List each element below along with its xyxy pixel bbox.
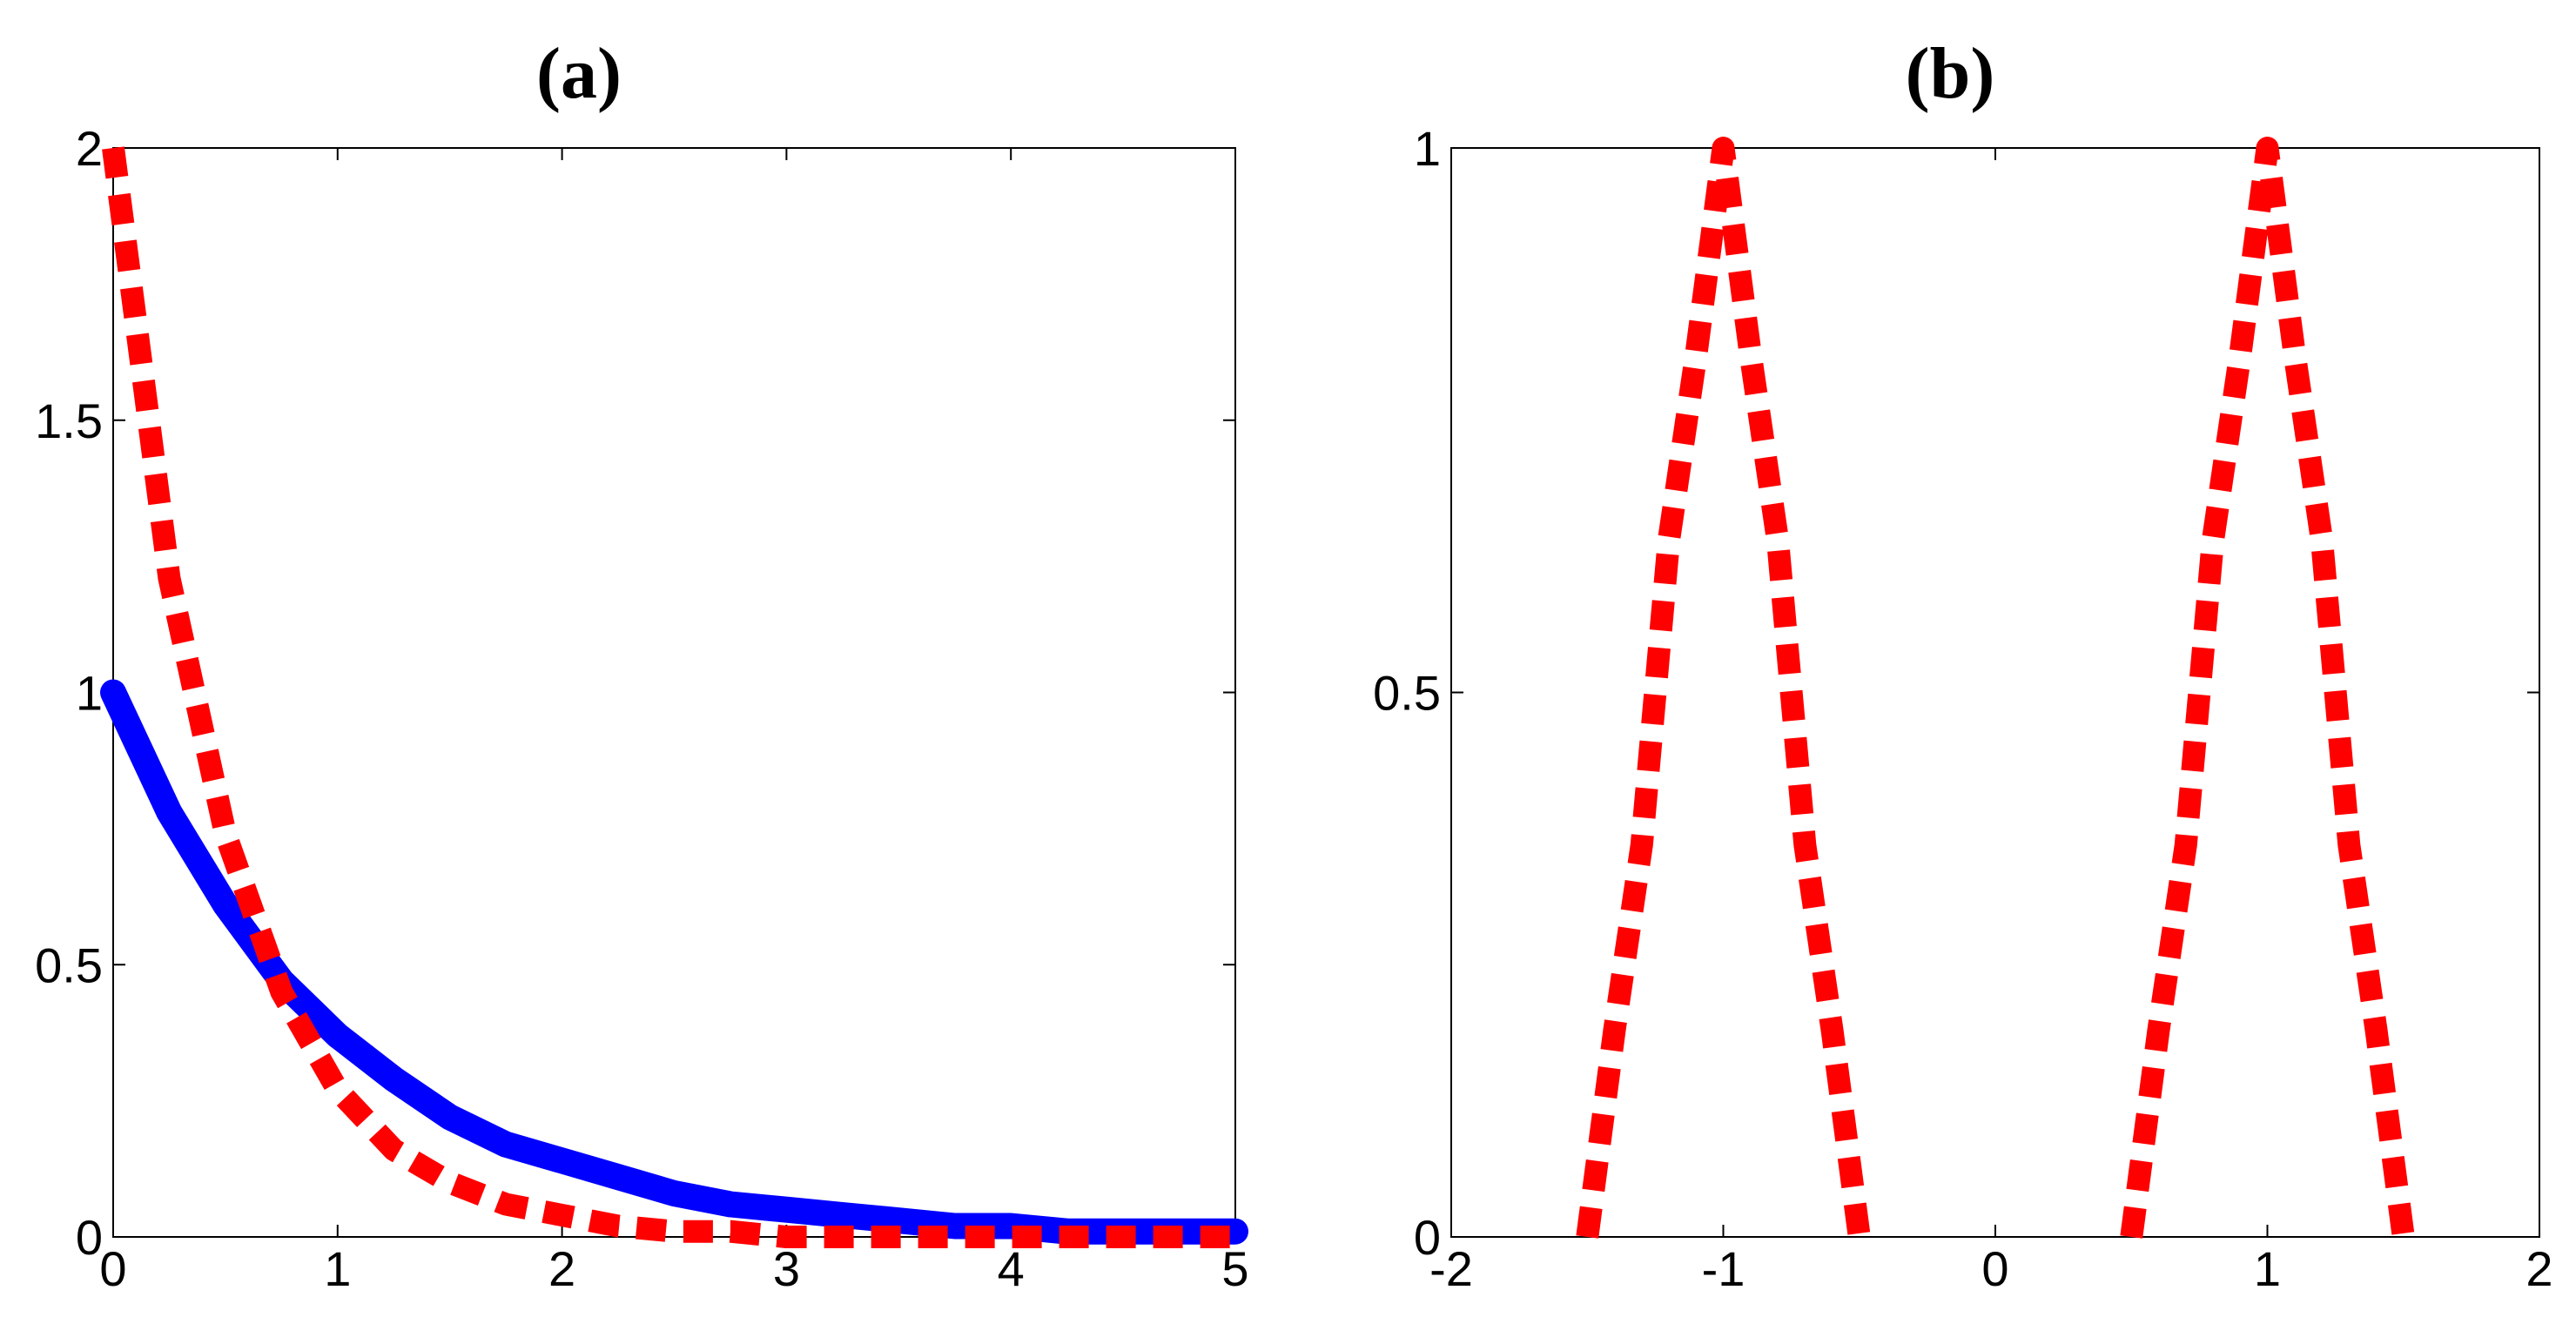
panel-a-title: (a) (536, 33, 622, 114)
y-tick-label: 1 (1414, 121, 1441, 176)
x-tick-label: 1 (2254, 1241, 2281, 1296)
panel-b-title: (b) (1906, 33, 1995, 114)
panel-b-y-tick-labels: 00.51 (1373, 121, 1441, 1265)
x-tick-label: -1 (1702, 1241, 1745, 1296)
x-tick-label: 3 (773, 1241, 800, 1296)
panel-b-axes (1450, 147, 2540, 1238)
x-tick-label: 5 (1221, 1241, 1248, 1296)
panel-b-x-tick-labels: -2 -1 0 1 2 (1429, 1241, 2552, 1296)
panel-b: (b) -2 -1 0 1 2 00.51 (1373, 33, 2552, 1296)
panel-a-axes (112, 147, 1236, 1238)
panel-a: (a) 0 1 2 3 4 5 0 0.5 1 1.5 2 (35, 33, 1248, 1296)
panel-a-y-tick-labels: 0 0.5 1 1.5 2 (35, 121, 103, 1265)
series-line-dashed (1576, 137, 1871, 1239)
panel-b-series (1576, 137, 2415, 1239)
y-tick-label: 2 (76, 121, 103, 176)
x-tick-label: -2 (1429, 1241, 1473, 1296)
y-tick-label: 0 (1414, 1210, 1441, 1265)
y-tick-label: 1 (76, 666, 103, 721)
series-line-solid (100, 679, 1248, 1245)
x-tick-label: 0 (99, 1241, 126, 1296)
y-tick-label: 1.5 (35, 393, 103, 448)
series-line-dashed (2120, 137, 2415, 1239)
x-tick-label: 0 (1981, 1241, 2008, 1296)
x-tick-label: 1 (324, 1241, 351, 1296)
y-tick-label: 0 (76, 1210, 103, 1265)
panel-a-x-tick-labels: 0 1 2 3 4 5 (99, 1241, 1248, 1296)
x-tick-label: 2 (2526, 1241, 2552, 1296)
y-tick-label: 0.5 (35, 937, 103, 992)
y-tick-label: 0.5 (1373, 666, 1441, 721)
x-tick-label: 2 (548, 1241, 575, 1296)
panel-b-ticks (1450, 147, 2540, 1238)
x-tick-label: 4 (998, 1241, 1025, 1296)
series-line-dashed (102, 146, 1235, 1248)
panel-a-series (100, 146, 1248, 1248)
